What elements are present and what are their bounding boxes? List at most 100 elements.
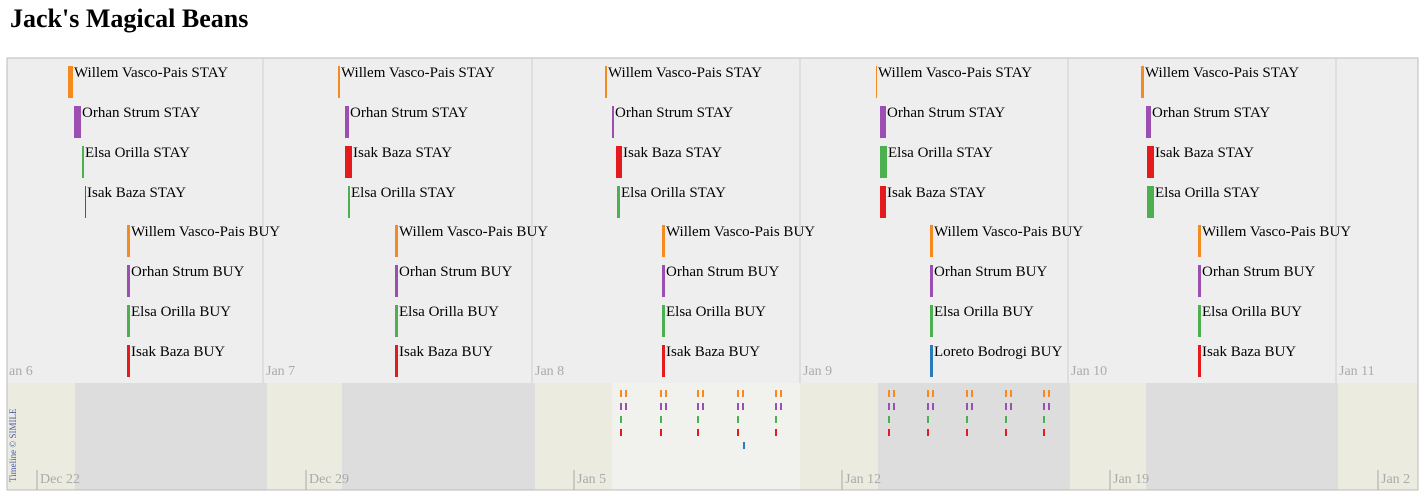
event-label: Willem Vasco-Pais STAY [74,65,228,81]
event-bar [1198,305,1201,337]
event-label: Willem Vasco-Pais STAY [341,65,495,81]
event-bar [662,305,665,337]
overview-tick [660,390,662,397]
event-label: Isak Baza STAY [353,145,452,161]
date-label: Jan 10 [1071,364,1107,379]
overview-tick [966,403,968,410]
overview-tick [1005,429,1007,436]
event-label: Orhan Strum BUY [1202,264,1315,280]
event-label: Orhan Strum BUY [666,264,779,280]
date-label: Jan 8 [535,364,564,379]
upper-band [7,58,1418,383]
overview-tick [1048,390,1050,397]
event-label: Elsa Orilla BUY [666,304,766,320]
event-bar [345,106,349,138]
overview-tick [1010,403,1012,410]
event-bar [930,265,933,297]
event-bar [85,186,86,218]
event-label: Willem Vasco-Pais BUY [1202,224,1351,240]
week-label: Jan 19 [1113,472,1149,487]
event-label: Willem Vasco-Pais BUY [399,224,548,240]
event-label: Isak Baza BUY [666,344,760,360]
overview-tick [932,403,934,410]
event-label: Isak Baza STAY [87,185,186,201]
date-label: Jan 7 [266,364,295,379]
event-bar [127,345,130,377]
overview-tick [625,390,627,397]
overview-tick [888,416,890,423]
event-bar [1198,265,1201,297]
lower-segment [75,383,267,490]
overview-tick [737,416,739,423]
event-bar [68,66,73,98]
event-label: Willem Vasco-Pais STAY [1145,65,1299,81]
event-bar [880,186,886,218]
overview-tick [1043,390,1045,397]
week-label: Jan 5 [577,472,606,487]
overview-tick [737,390,739,397]
overview-tick [927,429,929,436]
overview-tick [742,403,744,410]
overview-tick [702,390,704,397]
event-bar [662,225,665,257]
event-label: Loreto Bodrogi BUY [934,344,1062,360]
event-bar [930,225,933,257]
event-label: Orhan Strum STAY [887,105,1005,121]
lower-band [7,383,1418,490]
overview-tick [1005,403,1007,410]
overview-tick [932,390,934,397]
event-bar [395,225,398,257]
overview-tick [697,429,699,436]
overview-tick [780,390,782,397]
overview-tick [775,429,777,436]
overview-tick [1005,416,1007,423]
event-bar [617,186,620,218]
event-bar [127,225,130,257]
date-label: Jan 11 [1339,364,1375,379]
overview-tick [737,429,739,436]
lower-segment [1070,383,1146,490]
overview-tick [971,390,973,397]
lower-segment [612,383,800,490]
overview-tick [660,429,662,436]
event-bar [1141,66,1144,98]
overview-tick [927,390,929,397]
lower-segment [800,383,878,490]
event-label: Elsa Orilla BUY [399,304,499,320]
event-label: Isak Baza STAY [623,145,722,161]
event-bar [345,146,352,178]
event-label: Orhan Strum STAY [350,105,468,121]
event-label: Elsa Orilla STAY [888,145,993,161]
lower-segment [267,383,342,490]
overview-tick [702,403,704,410]
event-bar [348,186,350,218]
overview-tick [1043,403,1045,410]
event-bar [605,66,607,98]
overview-tick [780,403,782,410]
overview-tick [1043,416,1045,423]
event-label: Orhan Strum STAY [615,105,733,121]
event-bar [127,265,130,297]
event-bar [395,345,398,377]
lower-segment [342,383,535,490]
timeline-border [6,57,1419,491]
week-label: Dec 29 [309,472,349,487]
event-bar [74,106,81,138]
week-label: Jan 12 [845,472,881,487]
overview-tick [966,429,968,436]
overview-tick [775,416,777,423]
lower-segment [7,383,75,490]
overview-tick [665,390,667,397]
event-label: Elsa Orilla STAY [85,145,190,161]
event-label: Willem Vasco-Pais BUY [131,224,280,240]
event-bar [1147,146,1154,178]
event-label: Willem Vasco-Pais STAY [878,65,1032,81]
event-bar [1198,225,1201,257]
event-label: Orhan Strum BUY [131,264,244,280]
overview-tick [775,390,777,397]
event-label: Isak Baza BUY [131,344,225,360]
overview-tick [893,403,895,410]
overview-tick [927,416,929,423]
overview-tick [775,403,777,410]
page-title: Jack's Magical Beans [10,4,249,33]
